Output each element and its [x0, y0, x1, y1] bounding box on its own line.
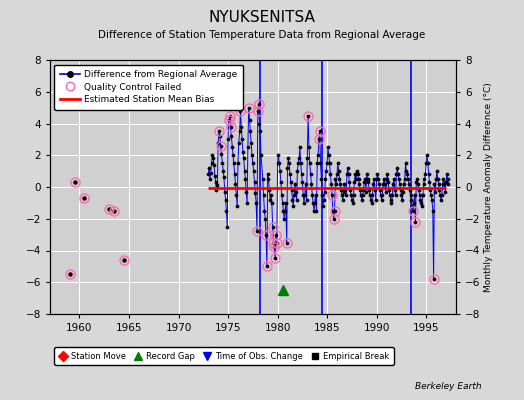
Text: NYUKSENITSA: NYUKSENITSA: [209, 10, 315, 25]
Text: Berkeley Earth: Berkeley Earth: [416, 382, 482, 391]
Y-axis label: Monthly Temperature Anomaly Difference (°C): Monthly Temperature Anomaly Difference (…: [485, 82, 494, 292]
Text: Difference of Station Temperature Data from Regional Average: Difference of Station Temperature Data f…: [99, 30, 425, 40]
Legend: Station Move, Record Gap, Time of Obs. Change, Empirical Break: Station Move, Record Gap, Time of Obs. C…: [54, 347, 394, 365]
